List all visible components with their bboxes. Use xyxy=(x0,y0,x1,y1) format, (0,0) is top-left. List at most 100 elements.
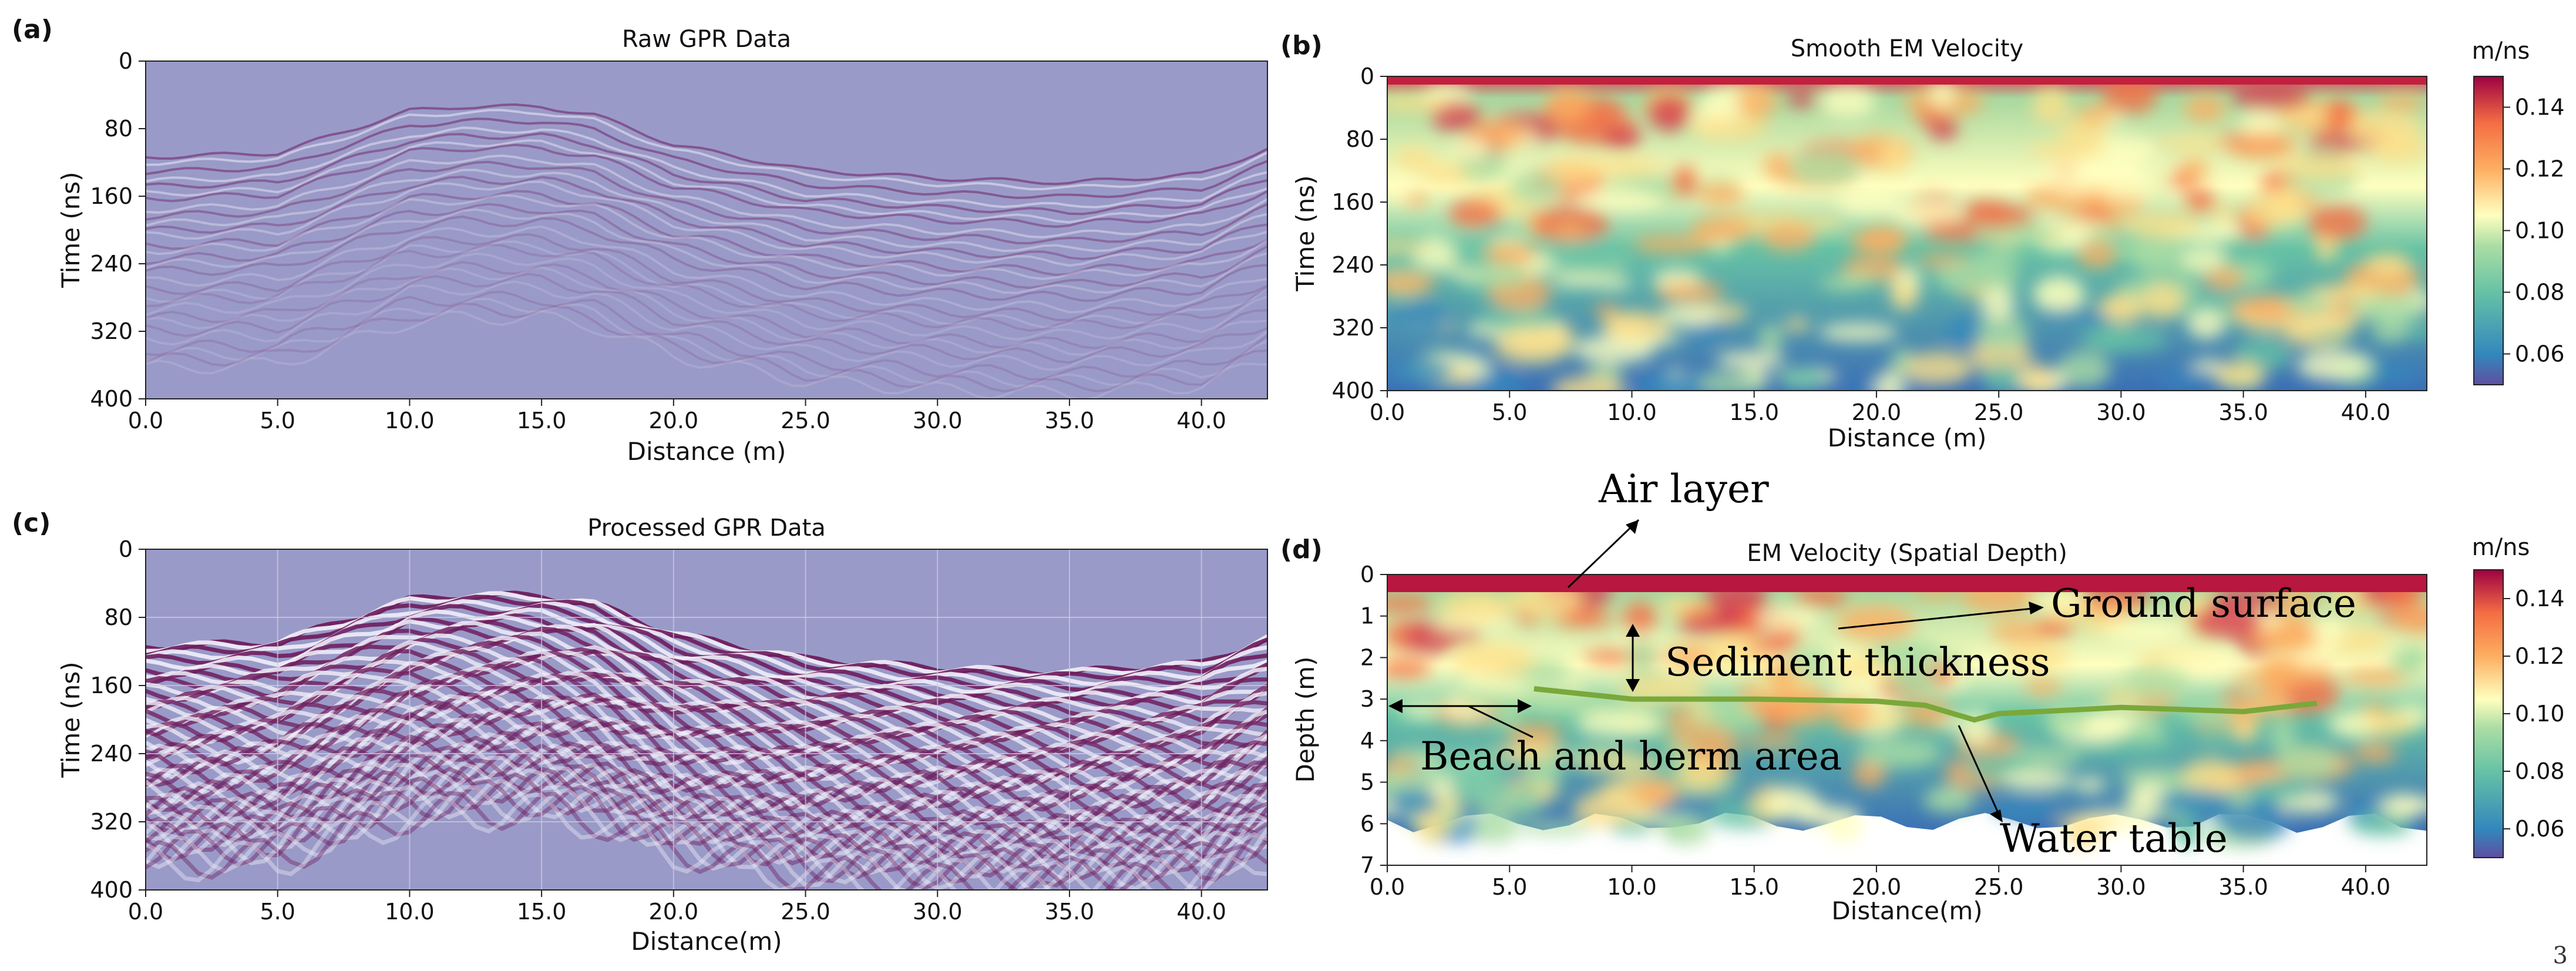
panel-a-frame xyxy=(145,61,1268,399)
velocity-anomaly xyxy=(1454,137,1489,160)
velocity-anomaly xyxy=(1507,723,1563,744)
velocity-anomaly xyxy=(2269,717,2295,754)
velocity-anomaly xyxy=(2039,308,2096,321)
reflection-band xyxy=(146,302,1267,393)
velocity-anomaly xyxy=(1515,821,1593,835)
y-tick-label: 2 xyxy=(1360,644,1374,670)
velocity-anomaly xyxy=(2029,589,2084,610)
velocity-anomaly xyxy=(1992,797,2059,819)
velocity-anomaly xyxy=(1831,695,1872,733)
velocity-anomaly xyxy=(1554,223,1586,241)
velocity-anomaly xyxy=(2158,653,2239,676)
y-tick-label: 160 xyxy=(90,673,133,698)
velocity-anomaly xyxy=(1575,710,1663,737)
velocity-anomaly xyxy=(1440,590,1512,626)
annotation-air-layer: Air layer xyxy=(1598,466,1769,512)
velocity-anomaly xyxy=(2285,292,2333,317)
panel-c-title: Processed GPR Data xyxy=(587,515,826,542)
reflection-band xyxy=(146,290,1267,381)
reflection-band xyxy=(146,755,1267,866)
reflection-band xyxy=(146,139,1267,224)
velocity-anomaly xyxy=(2258,657,2293,695)
velocity-anomaly xyxy=(1547,86,1590,123)
panel-b-colorbar-unit: m/ns xyxy=(2472,38,2530,65)
velocity-anomaly xyxy=(2174,813,2201,849)
reflection-band xyxy=(146,273,1267,364)
x-tick-label: 15.0 xyxy=(517,899,567,925)
velocity-anomaly xyxy=(1617,676,1706,702)
reflection-band xyxy=(146,594,1267,682)
water-table-arrowhead xyxy=(1990,809,2003,822)
y-tick-label: 320 xyxy=(90,318,133,344)
panel-a-background xyxy=(146,61,1267,399)
panel-a-reflections xyxy=(146,103,1267,399)
x-tick-label: 10.0 xyxy=(1607,399,1657,425)
panel-d-colorbar-ticks: 0.14 0.12 0.10 0.08 0.06 xyxy=(2503,586,2565,842)
reflection-band xyxy=(146,117,1267,199)
velocity-anomaly xyxy=(1839,273,1879,288)
velocity-anomaly xyxy=(2093,324,2131,350)
velocity-anomaly xyxy=(1818,323,1898,341)
panel-a-xlabel: Distance (m) xyxy=(627,437,786,466)
panel-label-c: (c) xyxy=(12,508,51,538)
y-tick-label: 7 xyxy=(1360,852,1374,878)
y-tick-label: 400 xyxy=(1331,378,1374,404)
velocity-anomaly xyxy=(1452,643,1534,677)
velocity-anomaly xyxy=(2190,606,2262,639)
velocity-anomaly xyxy=(2077,241,2117,268)
panel-b: (b) Smooth EM Velocity 0.0 5.0 10.0 15.0 20.… xyxy=(1280,31,2565,452)
velocity-anomaly xyxy=(2060,117,2107,147)
velocity-anomaly xyxy=(1448,199,1501,228)
velocity-anomaly xyxy=(2372,321,2408,343)
velocity-anomaly xyxy=(2080,135,2157,167)
velocity-anomaly xyxy=(2220,810,2291,841)
velocity-anomaly xyxy=(2056,815,2120,829)
y-tick-label: 160 xyxy=(90,183,133,209)
velocity-anomaly xyxy=(1661,813,1710,845)
page-number: 3 xyxy=(2553,942,2568,969)
velocity-anomaly xyxy=(2181,245,2227,271)
reflection-band xyxy=(146,132,1267,216)
velocity-anomaly xyxy=(1709,632,1766,670)
velocity-anomaly xyxy=(2184,189,2217,213)
velocity-anomaly xyxy=(1507,170,1565,204)
velocity-anomaly xyxy=(2042,156,2104,193)
ground-surface-arrowhead xyxy=(2029,602,2044,614)
reflection-band xyxy=(146,778,1267,890)
velocity-anomaly xyxy=(1573,755,1660,772)
velocity-anomaly xyxy=(2282,317,2357,334)
y-tick-label: 0 xyxy=(119,48,133,74)
velocity-anomaly xyxy=(1656,281,1724,303)
velocity-anomaly xyxy=(2155,136,2238,151)
annotation-water-table: Water table xyxy=(2000,816,2228,861)
velocity-anomaly xyxy=(1747,640,1788,654)
panel-d: (d) EM Velocity (Spatial Depth) 0.0 5.0 10… xyxy=(1280,466,2565,925)
colorbar-tick-label: 0.12 xyxy=(2515,156,2565,182)
y-tick-label: 0 xyxy=(1360,562,1374,587)
panel-c-grid xyxy=(146,549,1267,890)
y-tick-label: 320 xyxy=(1331,315,1374,341)
annotation-beach-berm: Beach and berm area xyxy=(1420,734,1842,779)
reflection-band xyxy=(146,767,1267,881)
velocity-anomaly xyxy=(1882,139,1908,174)
velocity-anomaly xyxy=(1777,367,1827,391)
velocity-anomaly xyxy=(1873,648,1955,662)
reflection-band xyxy=(146,176,1267,261)
velocity-anomaly xyxy=(1785,644,1833,680)
velocity-anomaly xyxy=(1390,303,1450,338)
panel-label-b: (b) xyxy=(1280,31,1323,61)
velocity-anomaly xyxy=(2380,794,2427,817)
colorbar-tick-label: 0.14 xyxy=(2515,586,2565,612)
velocity-anomaly xyxy=(2277,156,2365,179)
panel-d-frame xyxy=(1387,574,2427,866)
velocity-anomaly xyxy=(2121,212,2202,237)
velocity-anomaly xyxy=(2025,184,2111,213)
x-tick-label: 0.0 xyxy=(128,899,163,925)
velocity-anomaly xyxy=(1690,216,1754,243)
x-tick-label: 40.0 xyxy=(2341,399,2391,425)
x-tick-label: 30.0 xyxy=(913,408,963,434)
velocity-anomaly xyxy=(1891,199,1964,227)
x-tick-label: 10.0 xyxy=(1607,874,1657,900)
velocity-anomaly xyxy=(1505,742,1564,759)
velocity-anomaly xyxy=(2243,194,2305,228)
